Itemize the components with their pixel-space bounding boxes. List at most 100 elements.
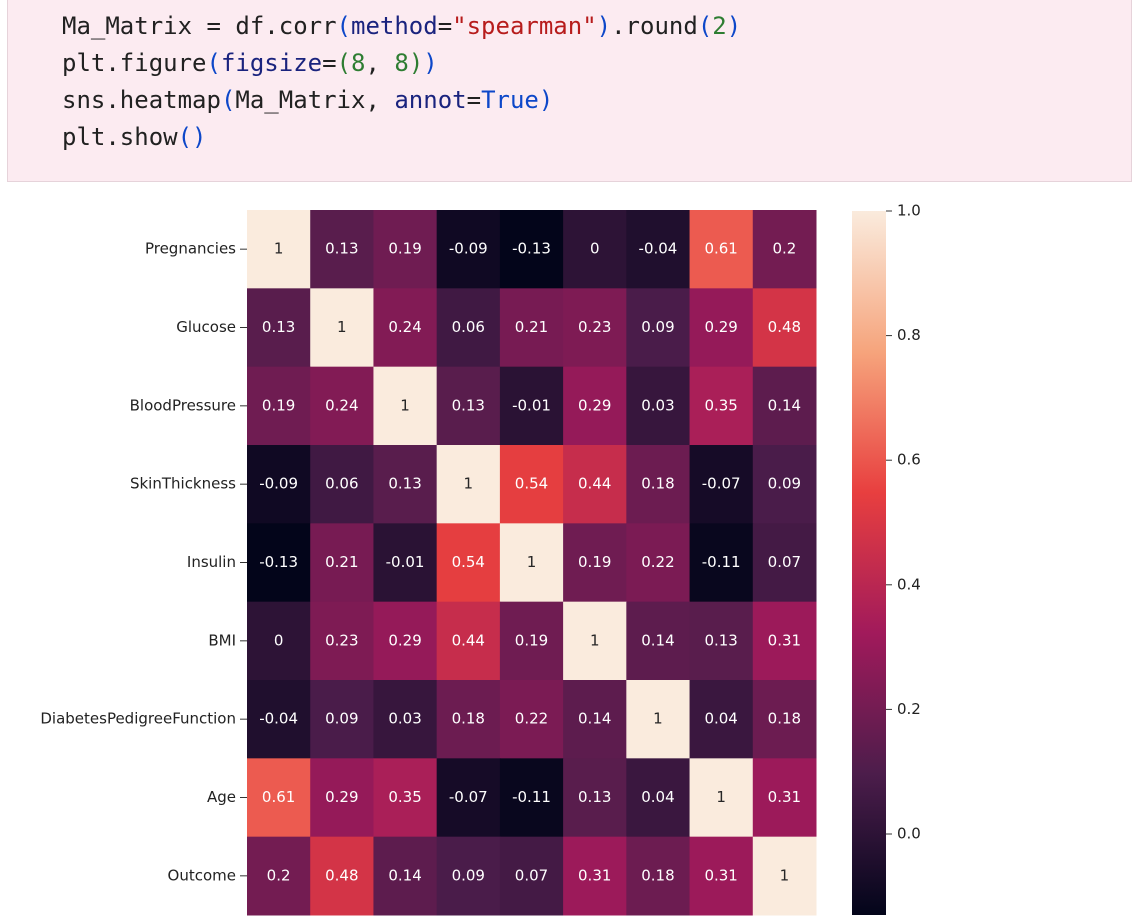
code-token: figsize xyxy=(220,49,323,77)
cell-label: 0.48 xyxy=(768,318,801,336)
heatmap-cell xyxy=(563,445,627,524)
cell-label: 1 xyxy=(337,318,347,336)
heatmap-cell xyxy=(247,210,311,289)
cell-label: 0.13 xyxy=(704,631,737,649)
heatmap-cell xyxy=(499,523,564,603)
cell-label: 0.18 xyxy=(641,475,674,493)
heatmap-cell xyxy=(436,758,501,838)
heatmap-cell xyxy=(626,210,691,289)
cell-label: -0.04 xyxy=(259,710,298,728)
heatmap-cell xyxy=(310,366,374,446)
heatmap-cell xyxy=(247,836,311,916)
cell-label: 0.22 xyxy=(641,553,674,571)
heatmap-cell xyxy=(752,366,817,446)
heatmap-cell xyxy=(247,366,311,446)
cell-label: 0 xyxy=(274,631,284,649)
cell-label: 0.31 xyxy=(768,788,801,806)
heatmap-cell xyxy=(626,680,691,759)
code-token: Ma_Matrix = df.corr xyxy=(62,12,337,40)
code-token: "spearman" xyxy=(452,12,597,40)
cell-label: 1 xyxy=(527,553,537,571)
heatmap-cell xyxy=(373,366,438,446)
cell-label: -0.09 xyxy=(449,240,488,258)
cell-label: 0.29 xyxy=(704,318,737,336)
cell-label: 0.44 xyxy=(452,631,485,649)
heatmap-cell xyxy=(373,210,438,289)
code-token: sns.heatmap xyxy=(62,86,221,114)
cell-label: 0.44 xyxy=(578,475,611,493)
code-line: plt.figure(figsize=(8, 8)) xyxy=(62,45,741,82)
y-tick-label: Insulin xyxy=(187,553,236,571)
cell-label: 0.2 xyxy=(772,240,796,258)
cell-label: 0.06 xyxy=(325,475,358,493)
y-tick-label: Age xyxy=(207,788,236,806)
cell-label: 0.2 xyxy=(267,866,291,884)
code-token: ) xyxy=(596,12,612,40)
cell-label: 0.03 xyxy=(388,710,421,728)
heatmap-cell xyxy=(752,210,817,289)
heatmap-cell xyxy=(373,836,438,916)
heatmap-cell xyxy=(247,445,311,524)
cell-label: 0.13 xyxy=(578,788,611,806)
code-token: 8 xyxy=(351,49,366,77)
cell-label: 1 xyxy=(400,396,410,414)
colorbar-tick-label: 0.4 xyxy=(897,575,921,593)
y-tick-label: BloodPressure xyxy=(130,396,236,414)
heatmap-cell xyxy=(373,523,438,603)
cell-label: 1 xyxy=(716,788,726,806)
cell-label: 0.31 xyxy=(578,866,611,884)
cell-label: 0.35 xyxy=(704,396,737,414)
colorbar-tick-label: 0.2 xyxy=(897,700,921,718)
y-tick-label: Glucose xyxy=(176,318,236,336)
code-token: 2 xyxy=(712,12,727,40)
cell-label: 0.24 xyxy=(388,318,421,336)
cell-label: 0.03 xyxy=(641,396,674,414)
heatmap-cell xyxy=(689,758,754,838)
heatmap-cell xyxy=(499,210,564,289)
cell-label: -0.01 xyxy=(386,553,425,571)
heatmap-cell xyxy=(373,680,438,759)
cell-label: 0.31 xyxy=(704,866,737,884)
cell-label: 0.21 xyxy=(515,318,548,336)
cell-label: -0.13 xyxy=(259,553,298,571)
cell-label: 0.48 xyxy=(325,866,358,884)
code-token: ( xyxy=(220,86,236,114)
heatmap-cell xyxy=(436,366,501,446)
code-token: 8 xyxy=(394,49,409,77)
heatmap-cell xyxy=(626,601,691,681)
code-token: Ma_Matrix, xyxy=(235,86,395,114)
code-token: ( xyxy=(206,49,221,77)
heatmap-cell xyxy=(499,836,564,916)
cell-label: 0.14 xyxy=(641,631,674,649)
cell-label: 0.04 xyxy=(704,710,737,728)
heatmap-cell xyxy=(310,210,374,289)
heatmap-cell xyxy=(310,836,374,916)
colorbar-tick-label: 1.0 xyxy=(897,202,921,220)
heatmap-cell xyxy=(373,288,438,368)
heatmap-cell xyxy=(310,523,374,603)
cell-label: 0.23 xyxy=(325,631,358,649)
cell-label: 0.09 xyxy=(641,318,674,336)
y-tick-label: SkinThickness xyxy=(130,475,236,493)
heatmap-cell xyxy=(499,680,564,759)
cell-label: 0.29 xyxy=(325,788,358,806)
code-cell: Ma_Matrix = df.corr(method="spearman").r… xyxy=(7,0,1132,182)
heatmap-cell xyxy=(689,523,754,603)
heatmap-cell xyxy=(626,758,691,838)
code-token: ) xyxy=(423,49,438,77)
y-tick-label: Pregnancies xyxy=(145,240,236,258)
heatmap-cell xyxy=(499,758,564,838)
heatmap-cell xyxy=(752,836,817,916)
y-tick-label: Outcome xyxy=(168,866,236,884)
code-token: , xyxy=(365,49,395,77)
heatmap-cell xyxy=(563,601,627,681)
cell-label: 0.18 xyxy=(768,710,801,728)
cell-label: 0.21 xyxy=(325,553,358,571)
heatmap-cell xyxy=(310,680,374,759)
code-token: ( xyxy=(336,49,352,77)
cell-label: 0.18 xyxy=(452,710,485,728)
code-line: Ma_Matrix = df.corr(method="spearman").r… xyxy=(62,8,741,45)
cell-label: 0.04 xyxy=(641,788,674,806)
heatmap-cell xyxy=(752,758,817,838)
heatmap-cell xyxy=(689,210,754,289)
